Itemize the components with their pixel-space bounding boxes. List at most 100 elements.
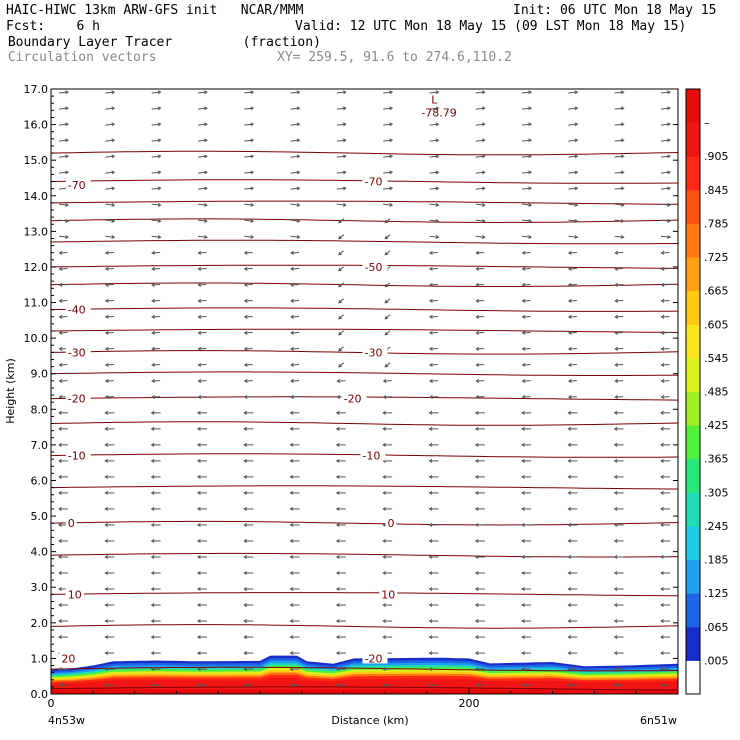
vector-arrow-head: [104, 538, 109, 543]
vector-arrow-head: [481, 219, 486, 223]
vector-arrow-head: [613, 603, 618, 608]
vector-arrow: [104, 250, 114, 255]
vector-arrow-head: [382, 635, 386, 640]
vector-arrow: [474, 442, 485, 447]
vector-arrow: [382, 683, 393, 688]
vector-arrow-head: [296, 138, 301, 143]
vector-arrow: [197, 314, 207, 319]
vector-arrow-head: [613, 442, 618, 447]
colorbar-segment: [686, 257, 700, 292]
vector-arrow-head: [660, 538, 664, 543]
vector-arrow: [382, 554, 393, 559]
vector-arrow-shaft: [475, 123, 485, 126]
vector-arrow: [660, 298, 670, 303]
vector-arrow: [151, 219, 162, 223]
vector-arrow: [244, 106, 255, 111]
vector-arrow: [521, 426, 532, 431]
vector-arrow: [57, 458, 69, 463]
vector-arrow: [660, 635, 670, 640]
vector-arrow-head: [151, 362, 156, 367]
vector-arrow-head: [289, 538, 294, 543]
vector-arrow-shaft: [429, 107, 439, 110]
y-tick-label: 10.0: [24, 332, 49, 345]
vector-arrow-head: [151, 394, 156, 399]
vector-arrow: [521, 442, 532, 447]
vector-arrow-shaft: [291, 332, 300, 334]
vector-arrow: [613, 651, 624, 656]
x-tick-label: 0: [48, 697, 55, 710]
vector-arrow: [660, 186, 671, 191]
vector-arrow-head: [660, 683, 664, 688]
vector-arrow-shaft: [568, 171, 578, 174]
vector-arrow-shaft: [522, 203, 532, 206]
y-tick-label: 9.0: [31, 368, 49, 381]
colorbar-segment: [686, 189, 700, 224]
vector-arrow: [58, 667, 69, 672]
vector-arrow: [660, 330, 670, 335]
contour-label-bg: [65, 178, 91, 191]
vector-arrow-head: [474, 651, 479, 656]
vector-arrow: [105, 106, 116, 111]
y-tick-label: 13.0: [24, 225, 49, 238]
vector-arrow: [196, 587, 207, 592]
vector-arrow-head: [384, 251, 389, 256]
vector-arrow-head: [335, 506, 340, 511]
vector-arrow: [614, 298, 624, 303]
vector-arrow: [57, 571, 69, 575]
vector-arrow: [522, 219, 533, 223]
vector-arrow: [382, 474, 393, 479]
vector-arrow-shaft: [522, 139, 532, 142]
vector-arrow: [521, 490, 532, 495]
vector-arrow-head: [660, 410, 664, 415]
vector-arrow: [567, 346, 577, 351]
vector-arrow-shaft: [338, 314, 345, 320]
vector-arrow: [197, 186, 208, 191]
vector-arrow: [243, 538, 254, 543]
vector-arrow-shaft: [429, 380, 438, 382]
vector-arrow-shaft: [429, 332, 438, 334]
y-tick-label: 1.0: [31, 652, 49, 665]
vector-arrow-head: [521, 410, 525, 415]
vector-arrow-shaft: [429, 171, 439, 174]
y-tick-label: 11.0: [24, 297, 49, 310]
vector-arrow: [382, 506, 393, 511]
vector-arrow-head: [521, 394, 526, 399]
vector-arrow: [58, 410, 69, 415]
vector-arrow: [428, 619, 439, 624]
contour-label-bg: [65, 448, 91, 461]
vector-arrow-head: [196, 554, 201, 559]
vector-arrow-head: [384, 299, 389, 304]
vector-arrow: [338, 362, 345, 368]
vector-arrow: [567, 506, 578, 511]
y-tick-label: 16.0: [24, 119, 49, 132]
vector-arrow-head: [567, 651, 572, 656]
y-tick-label: 4.0: [31, 546, 49, 559]
temperature-contour-line: [51, 666, 678, 672]
vector-arrow-head: [384, 283, 389, 288]
vector-arrow-head: [382, 538, 386, 543]
vector-arrow: [384, 282, 391, 288]
vector-arrow: [104, 474, 115, 479]
vector-arrow-head: [338, 315, 342, 320]
vector-arrow-shaft: [198, 332, 207, 334]
vector-arrow: [522, 154, 533, 159]
vector-arrow: [196, 603, 207, 608]
vector-arrow: [197, 202, 208, 207]
vector-arrow-shaft: [152, 316, 161, 318]
contour-label: -20: [344, 393, 362, 406]
vector-arrow-shaft: [151, 187, 161, 190]
vector-arrow-head: [338, 331, 342, 336]
vector-arrow-head: [196, 442, 201, 447]
vector-arrow: [660, 651, 670, 656]
vector-arrow: [475, 314, 485, 319]
vector-arrow: [290, 362, 300, 367]
vector-arrow-head: [150, 410, 155, 415]
vector-arrow: [104, 314, 114, 319]
vector-arrow: [289, 603, 300, 608]
vector-arrow-head: [567, 362, 572, 367]
vector-arrow: [104, 554, 115, 559]
vector-arrow-head: [521, 490, 525, 495]
vector-arrow-head: [289, 522, 294, 527]
vector-arrow: [614, 330, 624, 335]
vector-arrow: [475, 219, 486, 223]
